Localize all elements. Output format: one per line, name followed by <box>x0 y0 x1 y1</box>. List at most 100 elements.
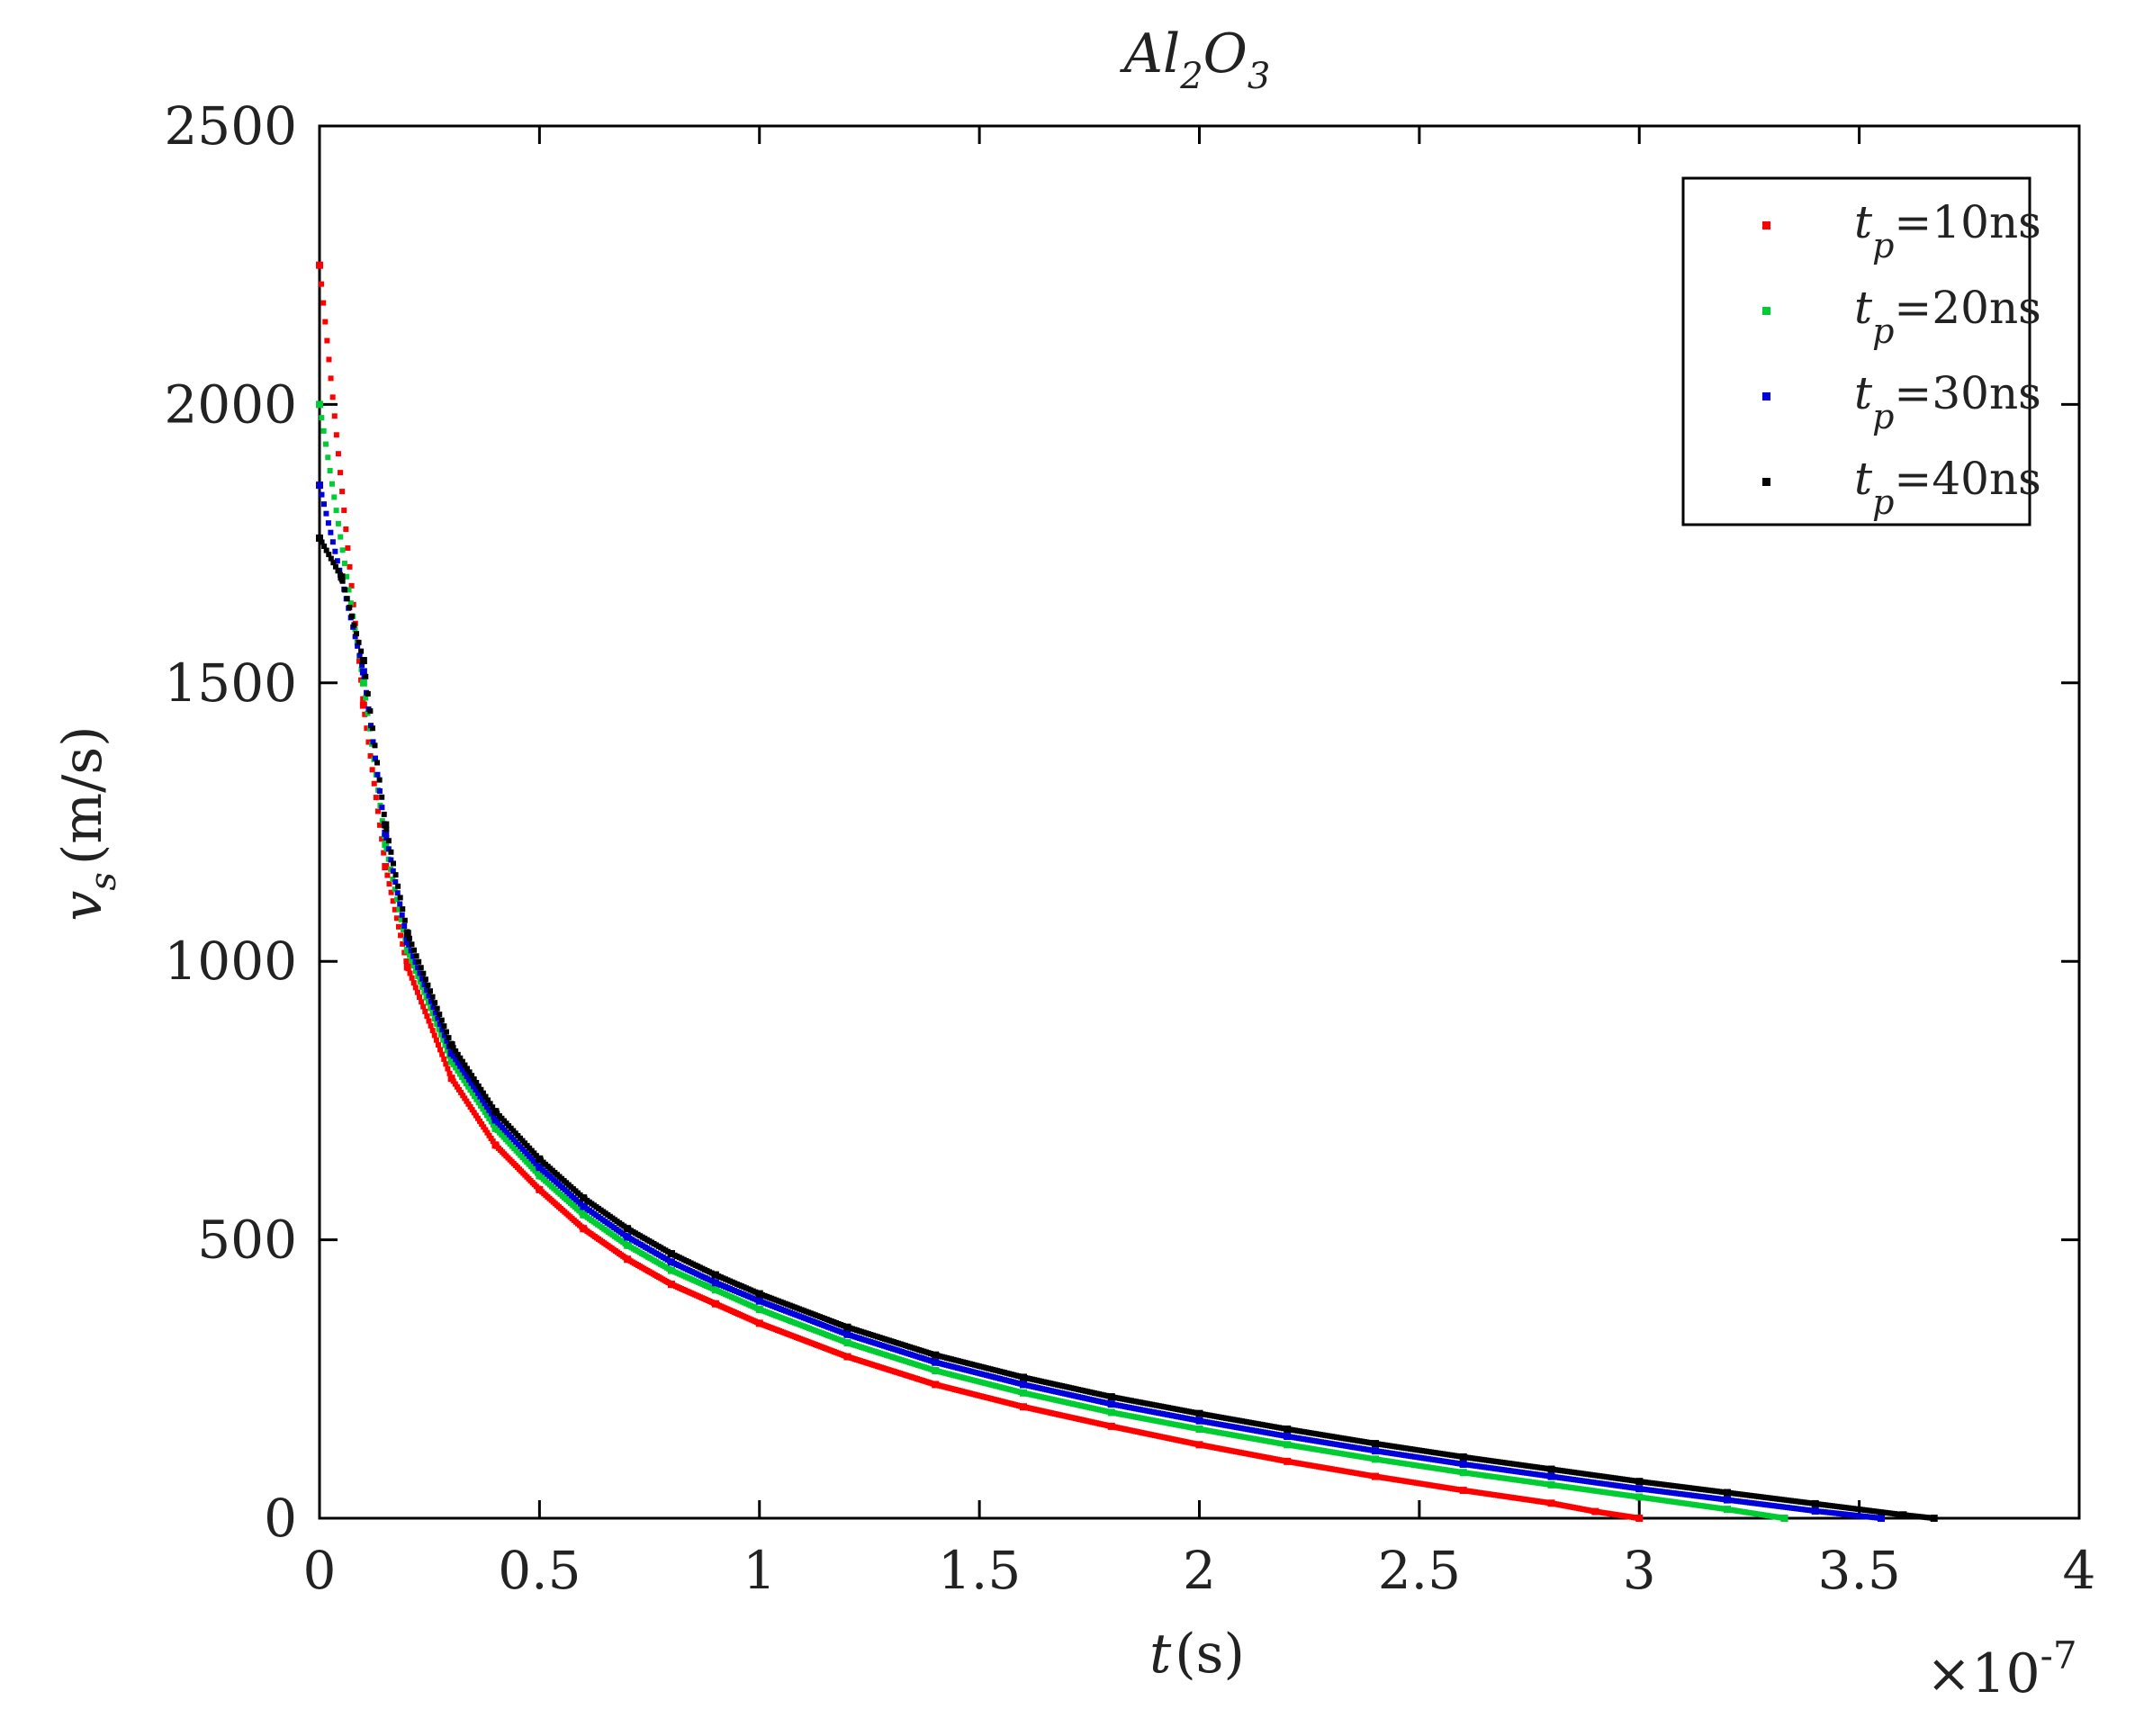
series-marker <box>338 534 344 540</box>
series-marker <box>329 481 335 487</box>
series-marker <box>420 970 427 976</box>
x-tick-label: 3 <box>1623 1540 1656 1601</box>
series-marker <box>331 494 338 500</box>
x-tick-label: 4 <box>2063 1540 2096 1601</box>
series-marker <box>430 1004 437 1011</box>
series-marker <box>461 1077 467 1084</box>
series-marker <box>1781 1516 1788 1521</box>
series-marker <box>457 1055 464 1061</box>
legend-value: =20ns <box>1894 282 2040 334</box>
x-scale-note: ×10-7 <box>1926 1633 2077 1705</box>
series-marker <box>345 544 351 551</box>
series-marker <box>455 1060 461 1066</box>
x-scale-exponent: -7 <box>2040 1633 2077 1678</box>
series-marker <box>376 787 383 794</box>
legend-variable: t <box>1854 196 1873 248</box>
title-part: Al <box>1120 22 1181 85</box>
series-marker <box>317 535 322 541</box>
series-marker <box>417 978 423 985</box>
series-marker <box>464 1066 470 1072</box>
series-marker <box>460 1093 466 1099</box>
series-marker <box>339 547 346 553</box>
series-marker <box>482 1093 489 1100</box>
series-marker <box>417 970 423 976</box>
series-marker <box>373 795 379 801</box>
series-marker <box>450 1053 456 1059</box>
series-marker <box>419 976 426 982</box>
series-marker <box>347 600 354 607</box>
series-marker <box>410 963 417 969</box>
legend-subscript: p <box>1872 482 1894 522</box>
legend-value: =40ns <box>1894 453 2040 505</box>
series-marker <box>412 958 419 965</box>
series-marker <box>450 1078 456 1084</box>
series-marker <box>466 1076 473 1083</box>
series-marker <box>456 1086 463 1093</box>
series-marker <box>317 262 322 268</box>
series-marker <box>486 1132 492 1138</box>
series-marker <box>479 1097 485 1103</box>
series-marker <box>346 587 352 593</box>
series-marker <box>359 661 365 668</box>
legend-variable: t <box>1854 367 1873 419</box>
series-marker <box>325 520 331 526</box>
series-marker <box>471 1076 477 1083</box>
y-tick-labels: 0 500 1000 1500 2000 2500 <box>164 95 297 1549</box>
series-marker <box>448 1075 455 1082</box>
legend-marker <box>1762 392 1770 400</box>
y-axis-label: vs (m/s) <box>51 725 124 921</box>
legend-marker <box>1762 307 1770 315</box>
series-marker <box>367 708 374 715</box>
series-marker <box>1878 1516 1885 1521</box>
series-marker <box>383 864 389 870</box>
series-marker <box>480 1090 486 1096</box>
series-marker <box>437 1031 444 1038</box>
series-marker <box>423 987 429 994</box>
series-marker <box>462 1070 468 1076</box>
series-marker <box>455 1051 461 1057</box>
series-marker <box>453 1065 459 1071</box>
series-marker <box>379 818 385 824</box>
series-marker <box>431 1032 437 1039</box>
y-tick-label: 1500 <box>164 652 297 714</box>
series-marker <box>363 673 369 679</box>
series-marker <box>428 1005 434 1012</box>
series-marker <box>317 401 322 408</box>
series-marker <box>399 912 405 918</box>
series-marker <box>388 889 394 895</box>
series-marker <box>383 835 390 841</box>
y-tick-label: 1000 <box>164 931 297 992</box>
series-marker <box>473 1087 479 1093</box>
series-marker <box>338 470 344 476</box>
series-marker <box>458 1090 464 1096</box>
series-2 <box>316 400 1788 1522</box>
series-marker <box>484 1129 491 1136</box>
series-marker <box>473 1112 479 1119</box>
series-marker <box>392 906 398 913</box>
series-marker <box>353 631 359 637</box>
series-marker <box>320 501 327 508</box>
series-marker <box>424 1013 430 1020</box>
title-part: O <box>1203 22 1248 85</box>
series-marker <box>403 958 410 965</box>
series-marker <box>474 1115 481 1121</box>
series-marker <box>360 657 366 663</box>
series-marker <box>344 596 350 602</box>
y-axis-variable: v <box>51 891 114 922</box>
series-marker <box>319 539 325 545</box>
series-marker <box>374 760 381 766</box>
series-marker <box>370 739 376 745</box>
series-marker <box>410 953 417 959</box>
series-marker <box>473 1096 480 1102</box>
series-marker <box>322 319 329 325</box>
series-marker <box>328 555 334 562</box>
series-marker <box>472 1093 478 1100</box>
series-marker <box>320 300 327 306</box>
series-marker <box>434 1021 440 1028</box>
series-marker <box>401 917 408 923</box>
series-marker <box>341 561 347 567</box>
legend-value: =30ns <box>1894 367 2040 419</box>
series-marker <box>400 906 406 913</box>
series-marker <box>426 1018 432 1024</box>
